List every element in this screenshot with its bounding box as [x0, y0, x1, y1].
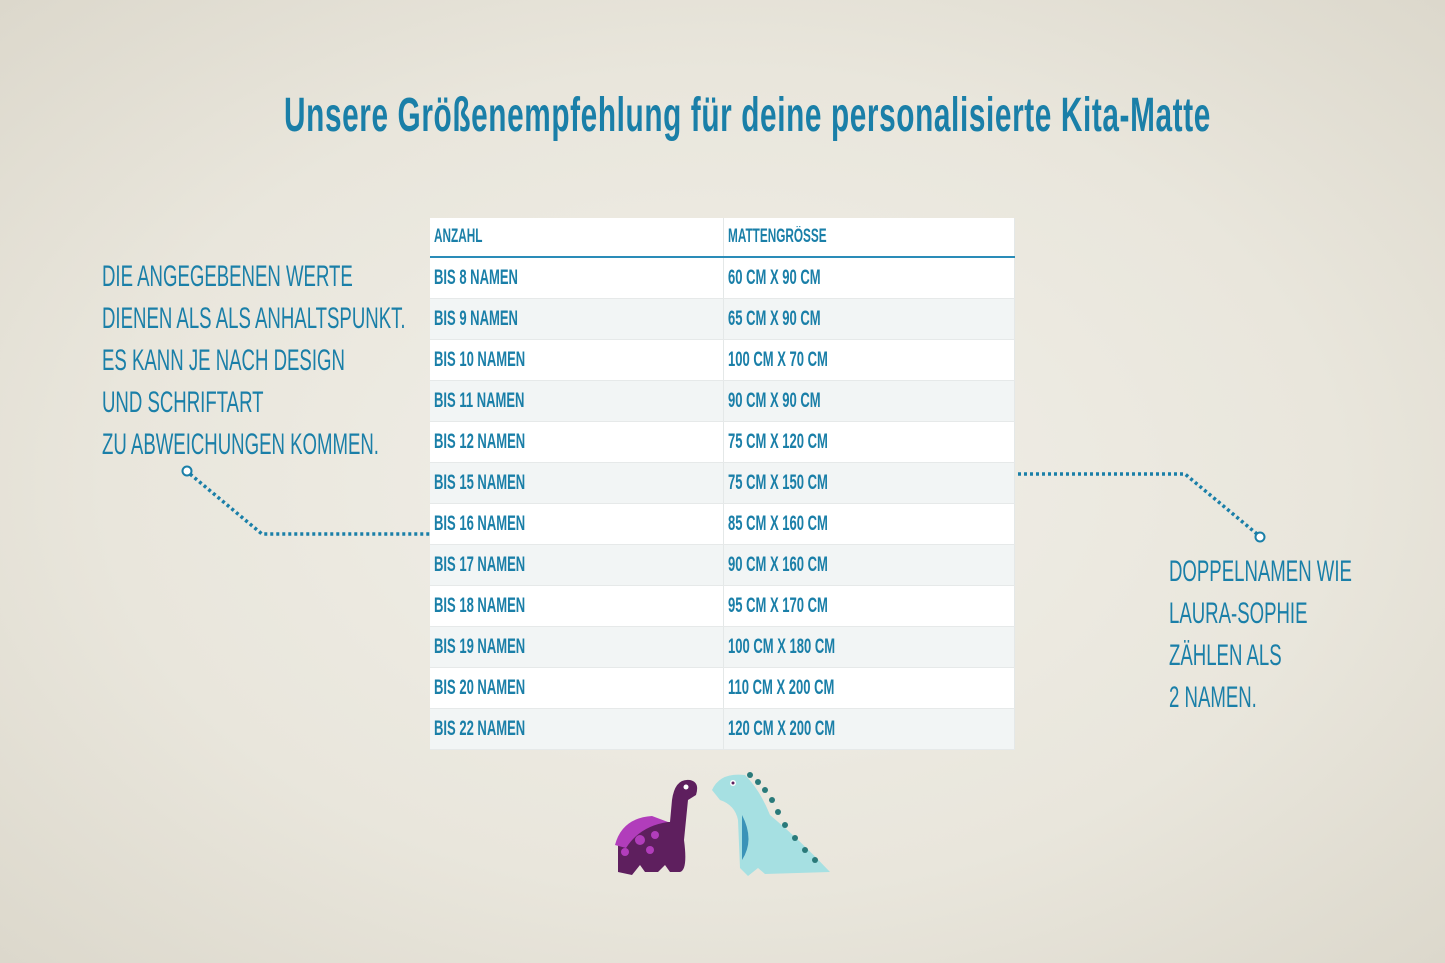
- note-line: Die angegebenen Werte: [102, 260, 353, 293]
- table-row: bis 11 Namen 90 cm x 90 cm: [430, 380, 1015, 422]
- note-line: und Schriftart: [102, 386, 264, 419]
- cell-count: bis 15 Namen: [430, 462, 724, 504]
- cell-size: 90 cm x 90 cm: [723, 380, 1015, 422]
- cell-count: bis 20 Namen: [430, 667, 724, 709]
- cell-count: bis 12 Namen: [430, 421, 724, 463]
- column-header-count: Anzahl: [430, 218, 724, 258]
- blue-dino-illustration: [712, 772, 830, 876]
- cell-count: bis 10 Namen: [430, 339, 724, 381]
- cell-size: 120 cm x 200 cm: [723, 708, 1015, 750]
- note-line: Laura-Sophie: [1169, 597, 1308, 630]
- cell-size: 90 cm x 160 cm: [723, 544, 1015, 586]
- page-title: Unsere Größenempfehlung für deine person…: [284, 89, 1211, 142]
- table-row: bis 15 Namen 75 cm x 150 cm: [430, 462, 1015, 504]
- right-connector: [1018, 472, 1259, 536]
- cell-count: bis 16 Namen: [430, 503, 724, 545]
- cell-count: bis 8 Namen: [430, 257, 724, 299]
- cell-size: 65 cm x 90 cm: [723, 298, 1015, 340]
- cell-count: bis 17 Namen: [430, 544, 724, 586]
- left-connector-dot: [181, 465, 193, 477]
- cell-size: 60 cm x 90 cm: [723, 257, 1015, 299]
- left-connector: [188, 472, 430, 536]
- table-row: bis 10 Namen 100 cm x 70 cm: [430, 339, 1015, 381]
- cell-count: bis 19 Namen: [430, 626, 724, 668]
- cell-count: bis 22 Namen: [430, 708, 724, 750]
- note-line: dienen als als Anhaltspunkt.: [102, 302, 406, 335]
- cell-size: 100 cm x 180 cm: [723, 626, 1015, 668]
- cell-count: bis 18 Namen: [430, 585, 724, 627]
- cell-size: 95 cm x 170 cm: [723, 585, 1015, 627]
- cell-size: 100 cm x 70 cm: [723, 339, 1015, 381]
- table-row: bis 22 Namen 120 cm x 200 cm: [430, 708, 1015, 750]
- left-note: Die angegebenen Werte dienen als als Anh…: [102, 256, 592, 466]
- note-line: 2 Namen.: [1169, 681, 1257, 714]
- table-row: bis 18 Namen 95 cm x 170 cm: [430, 585, 1015, 627]
- table-row: bis 19 Namen 100 cm x 180 cm: [430, 626, 1015, 668]
- cell-size: 110 cm x 200 cm: [723, 667, 1015, 709]
- table-header: Anzahl Mattengröße: [430, 218, 1015, 258]
- size-table: Anzahl Mattengröße bis 8 Namen60 cm x 90…: [430, 218, 1015, 750]
- cell-size: 75 cm x 150 cm: [723, 462, 1015, 504]
- cell-size: 85 cm x 160 cm: [723, 503, 1015, 545]
- table-row: bis 8 Namen 60 cm x 90 cm: [430, 257, 1015, 299]
- right-note: Doppelnamen wie Laura-Sophie zählen als …: [1169, 551, 1445, 719]
- note-line: Es kann je nach Design: [102, 344, 345, 377]
- note-line: zählen als: [1169, 639, 1282, 672]
- note-line: zu Abweichungen kommen.: [102, 428, 379, 461]
- table-row: bis 12 Namen 75 cm x 120 cm: [430, 421, 1015, 463]
- right-connector-dot: [1254, 531, 1266, 543]
- cell-size: 75 cm x 120 cm: [723, 421, 1015, 463]
- table-row: bis 17 Namen 90 cm x 160 cm: [430, 544, 1015, 586]
- cell-count: bis 11 Namen: [430, 380, 724, 422]
- table-row: bis 9 Namen 65 cm x 90 cm: [430, 298, 1015, 340]
- note-line: Doppelnamen wie: [1169, 555, 1352, 588]
- purple-dino-illustration: [615, 779, 698, 875]
- table-row: bis 20 Namen 110 cm x 200 cm: [430, 667, 1015, 709]
- cell-count: bis 9 Namen: [430, 298, 724, 340]
- column-header-size: Mattengröße: [723, 218, 1015, 258]
- table-row: bis 16 Namen 85 cm x 160 cm: [430, 503, 1015, 545]
